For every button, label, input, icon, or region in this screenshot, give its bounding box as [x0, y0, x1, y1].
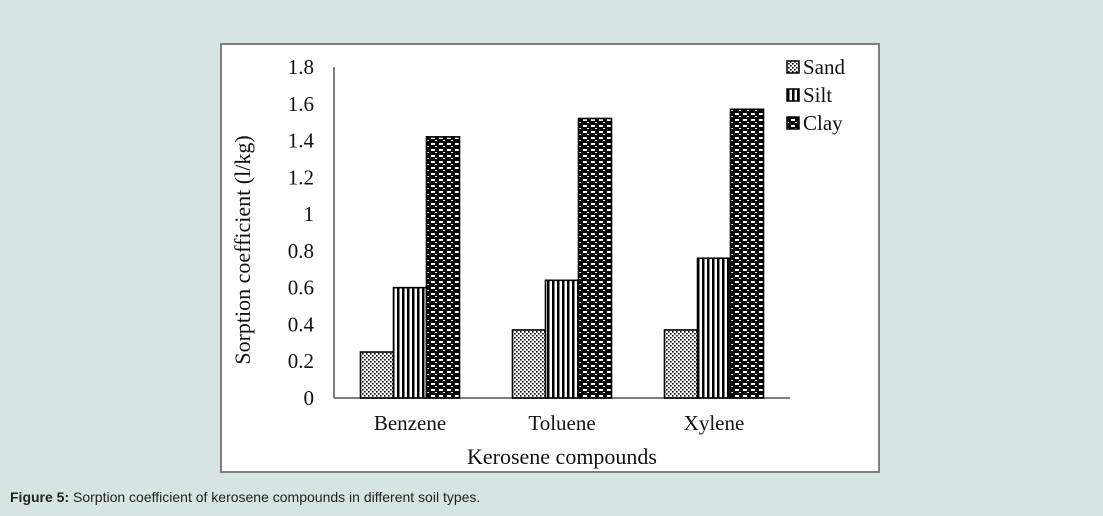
bar-sand-xylene: [663, 329, 699, 399]
y-tick-labels: 0 0.2 0.4 0.6 0.8 1 1.2 1.4 1.6 1.8: [288, 55, 315, 410]
bar-silt-xylene: [696, 257, 732, 399]
bar-silt-toluene: [544, 279, 580, 399]
chart: 0 0.2 0.4 0.6 0.8 1 1.2 1.4 1.6 1.8 Benzene Toluen…: [230, 55, 846, 469]
plot-area: [333, 67, 790, 399]
y-tick-label: 1.2: [288, 165, 314, 189]
x-category-labels: Benzene Toluene Xylene: [374, 411, 744, 435]
y-tick-label: 0.2: [288, 349, 314, 373]
bar-clay-benzene: [425, 136, 461, 399]
y-tick-label: 1: [304, 202, 315, 226]
figure-caption-text: Sorption coefficient of kerosene compoun…: [69, 489, 481, 505]
y-axis-title: Sorption coefficient (l/kg): [230, 135, 255, 364]
figure-label: Figure 5:: [10, 489, 70, 505]
bar-sand-toluene: [511, 329, 547, 399]
legend-label-sand: Sand: [803, 55, 846, 79]
y-tick-label: 0.4: [288, 312, 315, 336]
legend-label-silt: Silt: [803, 83, 832, 107]
y-tick-label: 1.8: [288, 55, 314, 79]
legend: Sand Silt Clay: [786, 55, 846, 135]
y-tick-label: 1.4: [288, 129, 315, 153]
legend-swatch-silt: [786, 88, 800, 102]
x-axis-title: Kerosene compounds: [467, 444, 657, 469]
figure-caption: Figure 5: Sorption coefficient of kerose…: [10, 489, 480, 505]
x-category-label: Benzene: [374, 411, 446, 435]
x-category-label: Xylene: [684, 411, 745, 435]
y-tick-label: 0.8: [288, 239, 314, 263]
figure-frame: 0 0.2 0.4 0.6 0.8 1 1.2 1.4 1.6 1.8 Benzene Toluen…: [220, 43, 880, 473]
bar-clay-toluene: [577, 117, 613, 399]
bar-sand-benzene: [359, 351, 395, 399]
legend-label-clay: Clay: [803, 111, 843, 135]
y-tick-label: 0.6: [288, 276, 314, 300]
x-category-label: Toluene: [528, 411, 595, 435]
legend-swatch-sand: [786, 60, 800, 74]
bar-clay-xylene: [729, 108, 765, 399]
legend-swatch-clay: [786, 116, 800, 130]
bar-silt-benzene: [392, 286, 428, 399]
y-tick-label: 0: [304, 386, 315, 410]
y-tick-label: 1.6: [288, 92, 314, 116]
